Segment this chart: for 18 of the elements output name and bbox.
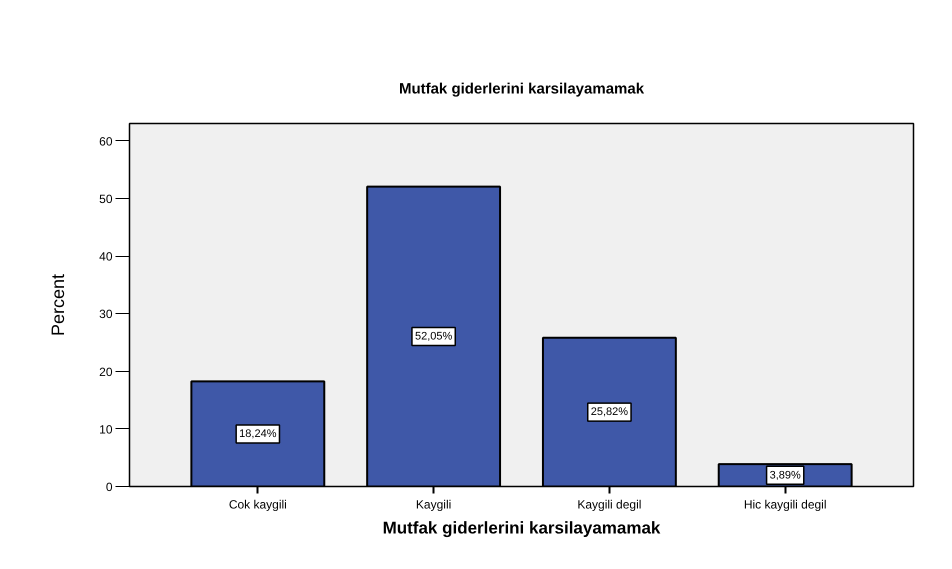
chart-title: Mutfak giderlerini karsilayamamak (398, 80, 645, 98)
y-tick-label: 40 (99, 250, 113, 264)
x-axis-title: Mutfak giderlerini karsilayamamak (382, 518, 661, 538)
y-tick-label: 30 (99, 307, 113, 322)
x-tick-label: Cok kaygili (228, 498, 287, 512)
data-label: 18,24% (239, 428, 277, 440)
y-tick-label: 0 (106, 480, 113, 494)
data-label: 52,05% (414, 330, 452, 343)
y-axis-title: Percent (48, 274, 68, 336)
y-tick-label: 60 (99, 134, 113, 148)
data-label: 25,82% (590, 406, 628, 418)
y-tick-label: 20 (99, 364, 113, 379)
x-tick-label: Hic kaygili degil (744, 498, 827, 512)
y-tick-label: 10 (99, 422, 113, 436)
data-label: 3,89% (770, 469, 801, 482)
x-tick-label: Kaygili (416, 498, 452, 512)
y-tick-label: 50 (99, 192, 113, 206)
x-tick-label: Kaygili degil (577, 498, 642, 512)
